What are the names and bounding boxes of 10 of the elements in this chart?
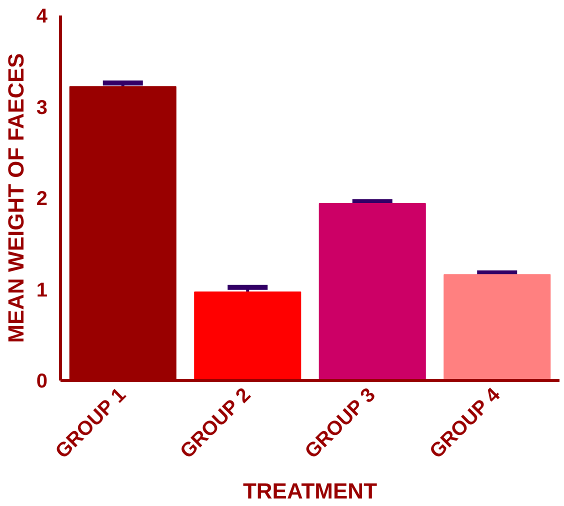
x-axis-title: TREATMENT xyxy=(242,478,378,504)
bar xyxy=(318,202,426,380)
bar xyxy=(194,291,302,380)
y-tick-label: 1 xyxy=(36,279,48,302)
bar xyxy=(444,274,551,380)
y-tick-label: 0 xyxy=(36,370,48,392)
y-tick-label: 4 xyxy=(36,6,48,28)
y-tick-label: 3 xyxy=(36,96,48,119)
y-axis-title: MEAN WEIGHT OF FAECES xyxy=(3,53,28,343)
y-tick-label: 2 xyxy=(36,188,48,210)
